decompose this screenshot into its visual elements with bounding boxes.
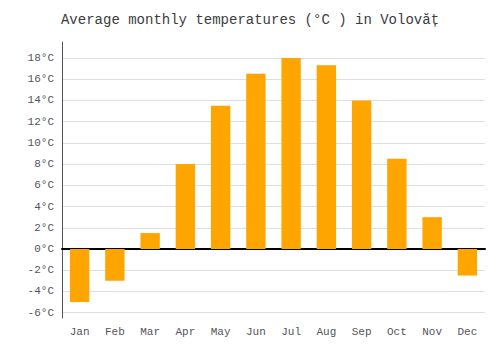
svg-text:Aug: Aug <box>316 326 336 338</box>
svg-text:Average monthly temperatures (: Average monthly temperatures (°C ) in Vo… <box>61 12 439 28</box>
svg-text:May: May <box>211 326 231 338</box>
svg-text:16°C: 16°C <box>28 73 55 85</box>
svg-text:Apr: Apr <box>175 326 195 338</box>
svg-text:-4°C: -4°C <box>28 285 55 297</box>
svg-text:6°C: 6°C <box>34 179 54 191</box>
svg-text:-2°C: -2°C <box>28 264 55 276</box>
svg-text:18°C: 18°C <box>28 52 55 64</box>
svg-text:12°C: 12°C <box>28 116 55 128</box>
svg-text:2°C: 2°C <box>34 222 54 234</box>
svg-text:Jul: Jul <box>281 326 301 338</box>
svg-text:10°C: 10°C <box>28 137 55 149</box>
svg-text:Feb: Feb <box>105 326 125 338</box>
svg-text:-6°C: -6°C <box>28 307 55 319</box>
svg-text:Oct: Oct <box>387 326 407 338</box>
svg-text:Mar: Mar <box>140 326 160 338</box>
svg-text:Dec: Dec <box>457 326 477 338</box>
svg-text:14°C: 14°C <box>28 94 55 106</box>
svg-text:Jun: Jun <box>246 326 266 338</box>
svg-text:Nov: Nov <box>422 326 442 338</box>
svg-text:Jan: Jan <box>70 326 90 338</box>
svg-text:4°C: 4°C <box>34 201 54 213</box>
svg-text:0°C: 0°C <box>34 243 54 255</box>
svg-text:Sep: Sep <box>352 326 372 338</box>
svg-text:8°C: 8°C <box>34 158 54 170</box>
